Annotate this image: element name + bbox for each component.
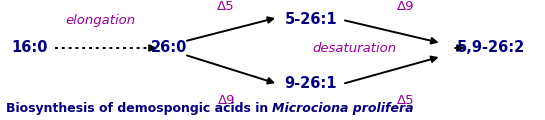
Text: Microciona prolifera: Microciona prolifera: [272, 102, 414, 115]
Text: 16:0: 16:0: [12, 41, 48, 55]
Text: elongation: elongation: [66, 14, 136, 27]
Text: 5-26:1: 5-26:1: [284, 12, 337, 27]
Text: 9-26:1: 9-26:1: [284, 77, 337, 91]
Text: Biosynthesis of demospongic acids in: Biosynthesis of demospongic acids in: [6, 102, 272, 115]
Text: Δ5: Δ5: [397, 94, 415, 107]
Text: Δ5: Δ5: [217, 0, 235, 12]
Text: Biosynthesis of demospongic acids in Microciona prolifera: Biosynthesis of demospongic acids in Mic…: [69, 102, 476, 115]
Text: 26:0: 26:0: [151, 41, 187, 55]
Text: desaturation: desaturation: [312, 42, 396, 54]
Text: Δ9: Δ9: [217, 94, 235, 107]
Text: 5,9-26:2: 5,9-26:2: [456, 41, 525, 55]
Text: Δ9: Δ9: [397, 0, 415, 12]
